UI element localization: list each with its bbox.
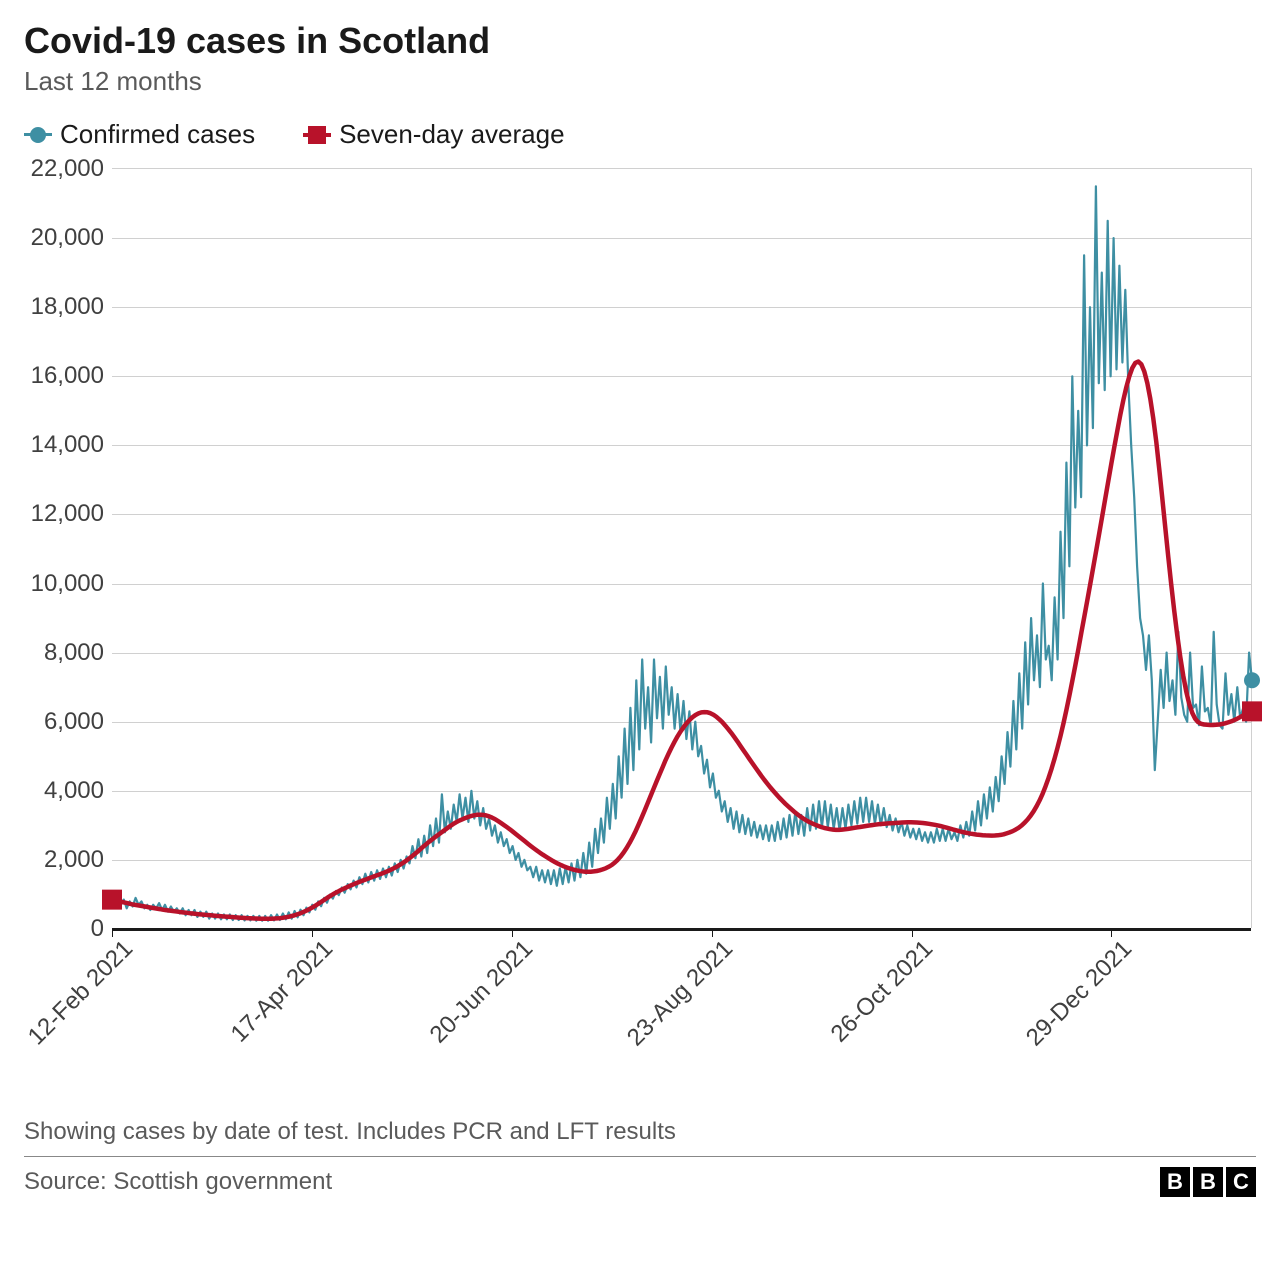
legend-marker-circle-icon [24,133,52,136]
y-tick-label: 4,000 [44,777,104,805]
y-tick-label: 20,000 [31,224,104,252]
y-tick-label: 8,000 [44,639,104,667]
chart-title: Covid-19 cases in Scotland [24,20,1256,62]
bbc-logo: BBC [1160,1167,1256,1197]
chart-subtitle: Last 12 months [24,66,1256,97]
y-tick-label: 22,000 [31,155,104,183]
legend-item: Seven-day average [303,119,564,150]
y-tick-label: 18,000 [31,293,104,321]
x-tick [512,929,513,937]
bbc-letter: B [1193,1167,1223,1197]
bbc-letter: B [1160,1167,1190,1197]
series-marker-icon [1242,701,1262,721]
x-tick-label: 23-Aug 2021 [622,935,739,1052]
source-label: Source: Scottish government [24,1168,332,1196]
legend-label: Confirmed cases [60,119,255,150]
x-tick [912,929,913,937]
x-tick [1111,929,1112,937]
y-tick-label: 2,000 [44,846,104,874]
series-marker-icon [102,890,122,910]
y-tick-label: 12,000 [31,500,104,528]
x-tick-label: 26-Oct 2021 [825,935,938,1048]
chart-wrap: 02,0004,0006,0008,00010,00012,00014,0001… [24,168,1256,928]
legend: Confirmed cases Seven-day average [24,119,1256,150]
x-tick [312,929,313,937]
y-tick-label: 10,000 [31,570,104,598]
y-tick-label: 16,000 [31,362,104,390]
separator [24,1156,1256,1157]
legend-marker-square-icon [303,133,331,137]
x-tick-label: 20-Jun 2021 [424,935,538,1049]
x-tick [712,929,713,937]
footer-row: Source: Scottish government BBC [24,1167,1256,1197]
y-tick-label: 0 [91,915,104,943]
x-tick [112,929,113,937]
x-tick-label: 17-Apr 2021 [226,935,339,1048]
plot-area: 02,0004,0006,0008,00010,00012,00014,0001… [112,168,1252,928]
y-tick-label: 14,000 [31,431,104,459]
x-tick-label: 29-Dec 2021 [1021,935,1138,1052]
x-tick-label: 12-Feb 2021 [23,935,139,1051]
series-marker-icon [1244,672,1260,688]
bbc-letter: C [1226,1167,1256,1197]
chart-svg [112,169,1252,929]
legend-label: Seven-day average [339,119,564,150]
footnote: Showing cases by date of test. Includes … [24,1118,1256,1146]
series-line [112,186,1252,920]
y-tick-label: 6,000 [44,708,104,736]
legend-item: Confirmed cases [24,119,255,150]
